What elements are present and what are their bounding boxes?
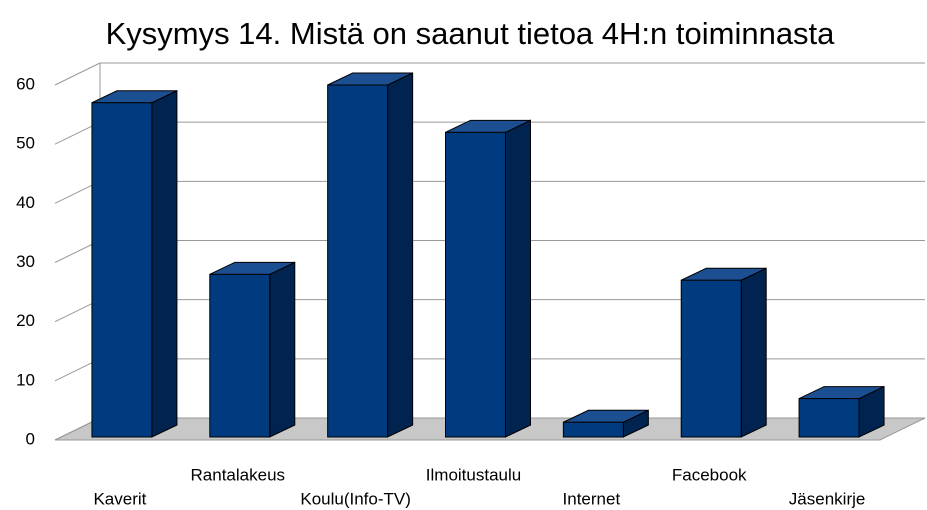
bar-front: [680, 279, 742, 438]
x-tick-label: Internet: [563, 489, 621, 508]
y-tick-label: 60: [16, 74, 35, 93]
grid-line: [54, 62, 101, 86]
x-tick-label: Jäsenkirje: [789, 489, 866, 508]
x-tick-label: Koulu(Info-TV): [300, 489, 411, 508]
bar: [562, 409, 649, 438]
bar-side: [505, 119, 531, 438]
bar-side: [387, 72, 414, 438]
bar-front: [327, 84, 389, 438]
x-tick-label: Kaverit: [93, 489, 146, 508]
bar: [209, 261, 296, 438]
y-tick-label: 40: [16, 193, 35, 212]
y-tick-label: 50: [16, 134, 35, 153]
x-tick-label: Ilmoitustaulu: [426, 465, 521, 484]
bar: [798, 385, 885, 438]
bar-side: [151, 89, 178, 438]
bar-front: [209, 273, 271, 438]
y-tick-label: 0: [26, 429, 35, 448]
bar: [91, 89, 178, 438]
bar-side: [740, 267, 767, 438]
y-tick-label: 20: [16, 311, 35, 330]
bar-front: [91, 102, 153, 438]
bar-side: [269, 261, 296, 438]
bar: [445, 119, 531, 438]
bar: [327, 72, 414, 438]
chart-title: Kysymys 14. Mistä on saanut tietoa 4H:n …: [106, 16, 836, 51]
bar-front: [445, 131, 506, 438]
y-tick-label: 30: [16, 252, 35, 271]
bar-front: [798, 398, 860, 438]
bar: [680, 267, 767, 438]
x-tick-label: Facebook: [672, 465, 747, 484]
y-tick-label: 10: [16, 370, 35, 389]
x-tick-label: Rantalakeus: [191, 465, 286, 484]
bar-front: [562, 421, 624, 438]
